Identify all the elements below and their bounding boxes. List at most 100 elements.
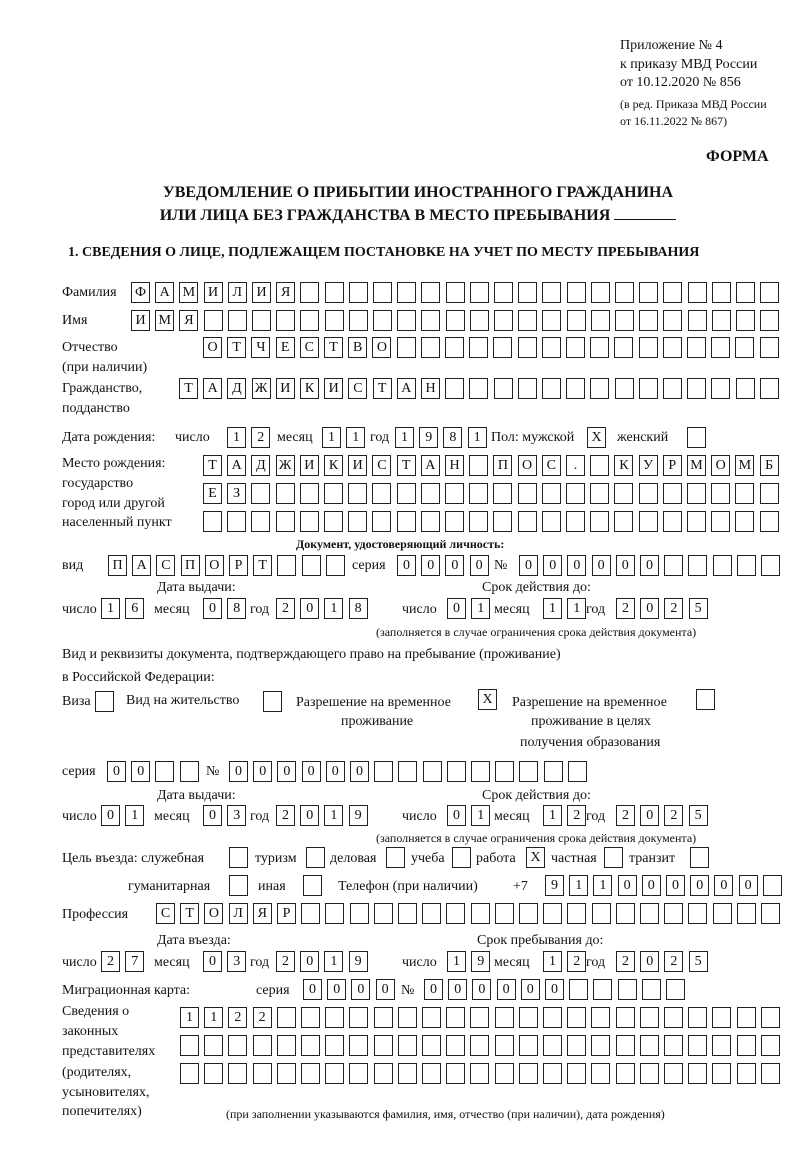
- char-box-surname[interactable]: [445, 282, 465, 303]
- char-box-phone[interactable]: 0: [738, 875, 758, 896]
- char-box-reps-2[interactable]: [325, 1035, 345, 1056]
- char-box-birth-place-1[interactable]: П: [493, 455, 513, 476]
- char-box-name[interactable]: [348, 310, 368, 331]
- char-box-id-kind[interactable]: П: [108, 555, 127, 576]
- char-box-name[interactable]: [760, 310, 780, 331]
- char-box-patronymic[interactable]: [590, 337, 610, 358]
- char-box-patronymic[interactable]: [735, 337, 755, 358]
- char-box-entry-year[interactable]: 1: [324, 951, 344, 972]
- char-box-birth-place-1[interactable]: М: [735, 455, 755, 476]
- checkbox-temp-residence[interactable]: X: [478, 689, 497, 710]
- char-box-id-kind[interactable]: А: [132, 555, 152, 576]
- char-box-birth-place-3[interactable]: [541, 511, 561, 532]
- char-box-citizenship[interactable]: [542, 378, 561, 399]
- char-box-patronymic[interactable]: Т: [227, 337, 247, 358]
- char-box-profession[interactable]: [736, 903, 756, 924]
- char-box-birth-place-3[interactable]: [348, 511, 368, 532]
- char-box-id-series[interactable]: 0: [469, 555, 489, 576]
- char-box-citizenship[interactable]: [638, 378, 658, 399]
- char-box-birth-place-3[interactable]: [759, 511, 779, 532]
- char-box-reps-1[interactable]: [276, 1007, 296, 1028]
- char-box-birth-place-3[interactable]: [251, 511, 271, 532]
- char-box-id-number[interactable]: 0: [519, 555, 538, 576]
- char-box-patronymic[interactable]: Ч: [251, 337, 271, 358]
- char-box-birth-place-2[interactable]: [324, 483, 343, 504]
- char-box-rd-number[interactable]: [471, 761, 490, 782]
- char-box-birth-day[interactable]: 2: [251, 427, 271, 448]
- char-box-rd-number[interactable]: 0: [301, 761, 321, 782]
- char-box-reps-1[interactable]: [591, 1007, 611, 1028]
- char-box-patronymic[interactable]: О: [372, 337, 392, 358]
- char-box-surname[interactable]: [494, 282, 513, 303]
- char-box-patronymic[interactable]: [614, 337, 634, 358]
- char-box-patronymic[interactable]: О: [203, 337, 222, 358]
- char-box-reps-3[interactable]: [591, 1063, 611, 1084]
- checkbox-p-study[interactable]: [452, 847, 471, 868]
- char-box-name[interactable]: [736, 310, 755, 331]
- char-box-citizenship[interactable]: С: [348, 378, 368, 399]
- char-box-rd-series[interactable]: 0: [107, 761, 126, 782]
- char-box-birth-place-3[interactable]: [517, 511, 537, 532]
- char-box-surname[interactable]: Ф: [131, 282, 150, 303]
- char-box-name[interactable]: [276, 310, 296, 331]
- char-box-phone[interactable]: 0: [690, 875, 710, 896]
- char-box-patronymic[interactable]: [638, 337, 658, 358]
- char-box-id-kind[interactable]: П: [180, 555, 200, 576]
- char-box-surname[interactable]: [760, 282, 780, 303]
- char-box-id-kind[interactable]: С: [156, 555, 176, 576]
- char-box-rd-issue-year[interactable]: 2: [276, 805, 295, 826]
- char-box-rd-number[interactable]: [567, 761, 587, 782]
- char-box-stay-year[interactable]: 0: [640, 951, 660, 972]
- char-box-citizenship[interactable]: [493, 378, 513, 399]
- char-box-reps-1[interactable]: [543, 1007, 562, 1028]
- char-box-id-issue-year[interactable]: 1: [324, 598, 344, 619]
- char-box-birth-place-2[interactable]: [299, 483, 319, 504]
- char-box-phone[interactable]: [762, 875, 782, 896]
- char-box-birth-place-1[interactable]: С: [372, 455, 392, 476]
- char-box-name[interactable]: [566, 310, 586, 331]
- char-box-id-issue-year[interactable]: 0: [300, 598, 320, 619]
- char-box-id-number[interactable]: [712, 555, 732, 576]
- char-box-birth-place-3[interactable]: [662, 511, 682, 532]
- char-box-reps-1[interactable]: 1: [204, 1007, 224, 1028]
- char-box-name[interactable]: [542, 310, 562, 331]
- char-box-birth-place-3[interactable]: [493, 511, 513, 532]
- char-box-mc-number[interactable]: 0: [472, 979, 492, 1000]
- char-box-name[interactable]: [687, 310, 707, 331]
- char-box-name[interactable]: И: [131, 310, 150, 331]
- char-box-birth-place-1[interactable]: М: [687, 455, 706, 476]
- checkbox-p-work[interactable]: X: [526, 847, 545, 868]
- char-box-citizenship[interactable]: Д: [227, 378, 247, 399]
- char-box-rd-number[interactable]: [495, 761, 515, 782]
- char-box-reps-3[interactable]: [543, 1063, 562, 1084]
- char-box-reps-1[interactable]: [470, 1007, 490, 1028]
- char-box-id-kind[interactable]: [301, 555, 321, 576]
- char-box-mc-series[interactable]: 0: [351, 979, 371, 1000]
- char-box-profession[interactable]: [494, 903, 514, 924]
- char-box-reps-3[interactable]: [664, 1063, 683, 1084]
- char-box-birth-place-2[interactable]: [541, 483, 561, 504]
- checkbox-sex-male[interactable]: X: [587, 427, 606, 448]
- char-box-rd-valid-day[interactable]: 1: [471, 805, 491, 826]
- char-box-surname[interactable]: [300, 282, 320, 303]
- checkbox-p-other[interactable]: [303, 875, 322, 896]
- char-box-birth-place-1[interactable]: .: [566, 455, 585, 476]
- char-box-rd-issue-month[interactable]: 3: [227, 805, 247, 826]
- char-box-phone[interactable]: 1: [593, 875, 613, 896]
- checkbox-p-business[interactable]: [386, 847, 405, 868]
- place-type-blank[interactable]: [614, 205, 677, 220]
- char-box-birth-place-2[interactable]: [348, 483, 368, 504]
- char-box-birth-place-1[interactable]: [469, 455, 489, 476]
- char-box-birth-place-3[interactable]: [275, 511, 295, 532]
- char-box-phone[interactable]: 1: [569, 875, 589, 896]
- char-box-profession[interactable]: [615, 903, 635, 924]
- char-box-reps-3[interactable]: [373, 1063, 393, 1084]
- char-box-mc-series[interactable]: 0: [303, 979, 322, 1000]
- char-box-reps-2[interactable]: [494, 1035, 514, 1056]
- char-box-birth-place-3[interactable]: [735, 511, 755, 532]
- char-box-birth-place-3[interactable]: [566, 511, 585, 532]
- char-box-entry-day[interactable]: 7: [125, 951, 145, 972]
- char-box-rd-series[interactable]: 0: [131, 761, 151, 782]
- char-box-birth-place-3[interactable]: [711, 511, 731, 532]
- char-box-profession[interactable]: [543, 903, 563, 924]
